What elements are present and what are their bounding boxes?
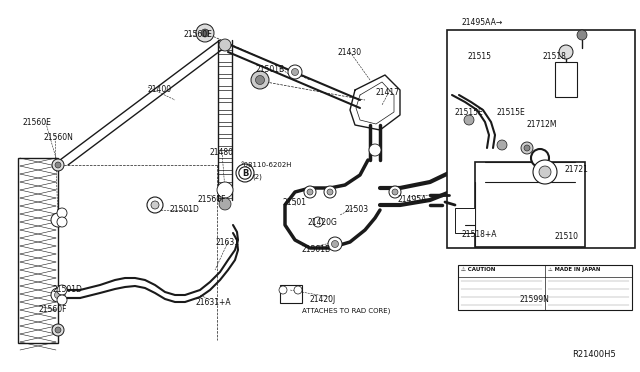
Text: 21515E: 21515E [497,108,525,117]
Circle shape [307,189,313,195]
Circle shape [559,45,573,59]
Circle shape [464,115,474,125]
Circle shape [304,186,316,198]
Circle shape [279,286,287,294]
Text: ⚠ CAUTION: ⚠ CAUTION [461,267,495,272]
Circle shape [539,166,551,178]
Text: 21400: 21400 [148,85,172,94]
Text: 21420J: 21420J [310,295,336,304]
Circle shape [57,295,67,305]
Bar [447,30,635,248]
Circle shape [196,24,214,42]
Circle shape [313,217,323,227]
Circle shape [236,164,254,182]
Circle shape [57,208,67,218]
Text: 21501: 21501 [283,198,307,207]
Circle shape [55,162,61,168]
Text: 21560E: 21560E [183,30,212,39]
Circle shape [369,144,381,156]
Text: B: B [242,169,248,177]
Circle shape [151,201,159,209]
Circle shape [201,29,209,37]
Circle shape [521,142,533,154]
Bar [280,285,302,303]
Text: 21501B: 21501B [302,245,331,254]
Text: 21631: 21631 [215,238,239,247]
Circle shape [324,186,336,198]
Circle shape [497,140,507,150]
Text: 21721: 21721 [565,165,589,174]
Text: R21400H5: R21400H5 [572,350,616,359]
Bar [555,62,577,97]
Text: 21712M: 21712M [527,120,557,129]
Circle shape [291,68,298,76]
Circle shape [392,189,398,195]
Circle shape [531,149,549,167]
Bar [18,158,58,343]
Text: 21560F: 21560F [197,195,225,204]
Circle shape [51,213,65,227]
Text: 21518+A: 21518+A [462,230,497,239]
Circle shape [57,285,67,295]
Circle shape [217,182,233,198]
Text: ATTACHES TO RAD CORE): ATTACHES TO RAD CORE) [302,307,390,314]
Text: 21560E: 21560E [22,118,51,127]
Bar [475,162,585,247]
Text: 21631+A: 21631+A [195,298,230,307]
Circle shape [533,160,557,184]
Text: 21495AA→: 21495AA→ [462,18,503,27]
Circle shape [294,286,302,294]
Circle shape [51,288,65,302]
Circle shape [55,327,61,333]
Circle shape [328,237,342,251]
Text: 21515E: 21515E [455,108,484,117]
Circle shape [251,71,269,89]
Circle shape [54,292,61,298]
Circle shape [524,145,530,151]
Circle shape [255,76,264,84]
Text: 21518: 21518 [543,52,567,61]
Text: 21501D: 21501D [170,205,200,214]
Circle shape [288,65,302,79]
Text: ⚠ MADE IN JAPAN: ⚠ MADE IN JAPAN [548,267,600,272]
Text: 21430: 21430 [338,48,362,57]
Text: 21599N: 21599N [520,295,550,304]
Text: 21501D: 21501D [52,285,82,294]
Circle shape [147,197,163,213]
Text: 21510: 21510 [555,232,579,241]
Circle shape [389,186,401,198]
Text: 21560N: 21560N [43,133,73,142]
Text: 21420G: 21420G [308,218,338,227]
Circle shape [57,217,67,227]
Text: B: B [242,169,248,177]
Text: 21560F: 21560F [38,305,67,314]
Text: 21480: 21480 [210,148,234,157]
Circle shape [577,30,587,40]
Circle shape [219,198,231,210]
Circle shape [52,324,64,336]
Circle shape [327,189,333,195]
Text: 21495A: 21495A [398,195,428,204]
Text: 21501B: 21501B [255,65,284,74]
Circle shape [52,159,64,171]
Text: (2): (2) [252,173,262,180]
Text: 21503: 21503 [345,205,369,214]
Bar [455,208,475,233]
Circle shape [332,241,339,247]
Text: °08110-6202H: °08110-6202H [240,162,291,168]
Text: 21515: 21515 [468,52,492,61]
Circle shape [219,39,231,51]
Bar [458,265,632,310]
Text: 21417: 21417 [376,88,400,97]
